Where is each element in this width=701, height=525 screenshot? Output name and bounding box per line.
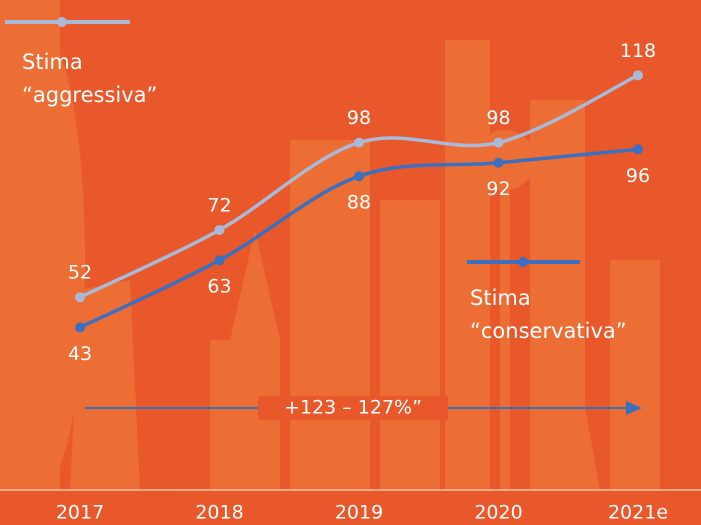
- value-label: 92: [486, 178, 510, 200]
- point: [354, 171, 364, 182]
- annotation-bg: [258, 396, 448, 420]
- annotation: +123 – 127%”: [284, 397, 422, 419]
- x-tick-label: 2018: [195, 502, 243, 524]
- value-label: 63: [207, 276, 231, 298]
- point: [493, 157, 504, 168]
- arrow-head: [626, 401, 642, 415]
- x-tick-label: 2019: [335, 502, 383, 524]
- legend-label: Stima “conservativa”: [470, 286, 627, 343]
- x-tick-label: 2017: [56, 502, 104, 524]
- value-label: 118: [620, 40, 656, 62]
- point: [493, 137, 504, 148]
- legend-label: Stima “aggressiva”: [22, 50, 158, 107]
- point: [214, 224, 225, 235]
- point: [354, 137, 364, 148]
- value-label: 98: [347, 107, 371, 129]
- x-tick-label: 2020: [474, 502, 522, 524]
- value-label: 88: [347, 192, 371, 214]
- skyline: [0, 0, 660, 490]
- point: [75, 322, 85, 333]
- point: [214, 255, 225, 266]
- legend-dot: [518, 257, 528, 267]
- point: [633, 70, 643, 81]
- value-label: 98: [486, 107, 510, 129]
- x-tick-label: 2021e: [608, 502, 668, 524]
- value-label: 43: [68, 343, 92, 365]
- point: [633, 144, 643, 155]
- point: [75, 292, 85, 303]
- value-label: 72: [207, 194, 231, 216]
- value-label: 52: [68, 262, 92, 284]
- value-label: 96: [626, 165, 650, 187]
- legend-dot: [57, 17, 67, 27]
